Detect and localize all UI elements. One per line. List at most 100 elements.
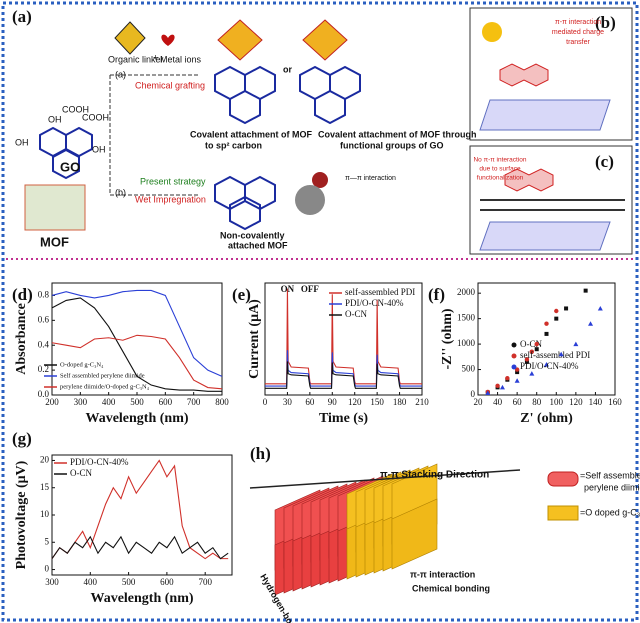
x-tick-label: 210 bbox=[415, 397, 429, 407]
series-line bbox=[51, 459, 229, 560]
x-tick-label: 600 bbox=[160, 577, 174, 587]
label: OH bbox=[48, 114, 62, 124]
label: π—π interaction bbox=[345, 175, 396, 182]
legend-entry: self-assembled PDI bbox=[345, 287, 415, 297]
label: attached MOF bbox=[228, 240, 288, 250]
series-line bbox=[265, 288, 422, 385]
legend-entry: self-assembled PDI bbox=[520, 350, 590, 360]
legend-entry: O-CN bbox=[345, 309, 367, 319]
panel-label: (f) bbox=[428, 285, 445, 304]
x-tick-label: 20 bbox=[474, 397, 484, 407]
panel-label: (b) bbox=[595, 13, 616, 32]
annotation: OFF bbox=[301, 284, 319, 294]
x-tick-label: 80 bbox=[532, 397, 542, 407]
x-tick-label: 150 bbox=[370, 397, 384, 407]
point bbox=[588, 321, 594, 326]
x-axis-label: Wavelength (nm) bbox=[85, 411, 188, 426]
x-tick-label: 800 bbox=[215, 397, 229, 407]
x-tick-label: 500 bbox=[122, 577, 136, 587]
x-tick-label: 300 bbox=[45, 577, 59, 587]
label: =Self assembled bbox=[580, 470, 640, 480]
legend-entry: PDI/O-CN-40% bbox=[70, 457, 129, 467]
route: (b) bbox=[115, 187, 126, 197]
y-tick-label: 5 bbox=[45, 536, 50, 546]
x-tick-label: 300 bbox=[74, 397, 88, 407]
point bbox=[505, 376, 510, 381]
x-axis-label: Time (s) bbox=[319, 411, 368, 426]
y-tick-label: 500 bbox=[462, 364, 476, 374]
y-tick-label: 0.0 bbox=[38, 389, 50, 399]
y-tick-label: 0 bbox=[45, 564, 50, 574]
label: Organic linker bbox=[108, 54, 164, 64]
point bbox=[534, 347, 539, 352]
x-tick-label: 700 bbox=[187, 397, 201, 407]
series-line bbox=[51, 535, 229, 560]
note: mediated charge bbox=[552, 29, 604, 36]
label: =O doped g-C₃N₄ bbox=[580, 507, 640, 517]
legend-entry: O-CN bbox=[70, 468, 92, 478]
legend-entry: Self assembled perylene diimide bbox=[60, 372, 145, 379]
note: due to surface bbox=[479, 166, 521, 173]
label: Covalent attachment of MOF through bbox=[318, 129, 477, 139]
x-tick-label: 30 bbox=[283, 397, 293, 407]
legend-entry: O-doped g-C₃N₄ bbox=[60, 361, 104, 368]
series-line bbox=[51, 334, 223, 390]
label: Chemical bonding bbox=[412, 583, 490, 593]
point bbox=[583, 288, 588, 293]
series-line bbox=[51, 289, 223, 377]
y-tick-label: 15 bbox=[40, 482, 50, 492]
series-line bbox=[265, 361, 422, 389]
panel-label: (a) bbox=[12, 7, 32, 26]
y-axis-label: Absorbance bbox=[14, 303, 29, 375]
label: OH bbox=[92, 144, 106, 154]
y-tick-label: 0 bbox=[471, 389, 476, 399]
label: GO bbox=[60, 159, 80, 174]
legend-entry: perylene diimide/O-doped g-C₃N₄ bbox=[60, 383, 150, 390]
label: or bbox=[283, 64, 292, 74]
note: transfer bbox=[566, 39, 590, 46]
legend-swatch bbox=[511, 342, 517, 348]
y-tick-label: 1000 bbox=[457, 338, 476, 348]
y-tick-label: 0.8 bbox=[38, 290, 50, 300]
x-tick-label: 90 bbox=[328, 397, 338, 407]
point bbox=[534, 341, 539, 347]
label: Covalent attachment of MOF bbox=[190, 129, 313, 139]
series-line bbox=[51, 297, 222, 392]
legend-entry: PDI/O-CN-40% bbox=[345, 298, 404, 308]
point bbox=[499, 384, 505, 390]
label: COOH bbox=[82, 112, 109, 122]
label: functional groups of GO bbox=[340, 140, 444, 150]
x-tick-label: 0 bbox=[263, 397, 268, 407]
point bbox=[524, 359, 529, 364]
panel-bc-art bbox=[479, 22, 625, 251]
y-tick-label: 1500 bbox=[457, 313, 476, 323]
point bbox=[573, 341, 579, 347]
x-tick-label: 200 bbox=[45, 397, 59, 407]
y-tick-label: 20 bbox=[40, 455, 50, 465]
point bbox=[544, 361, 549, 367]
point bbox=[524, 357, 530, 362]
panel-h-art bbox=[249, 463, 579, 596]
label: Chemical grafting bbox=[135, 80, 205, 90]
annotation: ON bbox=[281, 284, 295, 294]
point bbox=[597, 305, 603, 311]
legend-swatch bbox=[511, 364, 517, 370]
legend-entry: PDI/O-CN-40% bbox=[520, 361, 579, 371]
label: OH bbox=[15, 137, 29, 147]
panel-a-art bbox=[24, 19, 361, 231]
x-tick-label: 60 bbox=[305, 397, 315, 407]
panel-b-frame bbox=[469, 7, 633, 141]
y-tick-label: 2000 bbox=[457, 287, 476, 297]
label: Present strategy bbox=[140, 176, 206, 186]
y-tick-label: 0.2 bbox=[38, 364, 49, 374]
label: Non-covalently bbox=[220, 230, 285, 240]
x-axis-label: Wavelength (nm) bbox=[90, 591, 193, 606]
label: perylene diimide bbox=[584, 482, 640, 492]
panel-label: (c) bbox=[595, 152, 614, 171]
x-tick-label: 700 bbox=[198, 577, 212, 587]
point bbox=[514, 378, 520, 383]
y-axis-label: Photovoltage (μV) bbox=[14, 460, 29, 569]
legend-swatch bbox=[511, 353, 517, 359]
x-tick-label: 100 bbox=[550, 397, 564, 407]
